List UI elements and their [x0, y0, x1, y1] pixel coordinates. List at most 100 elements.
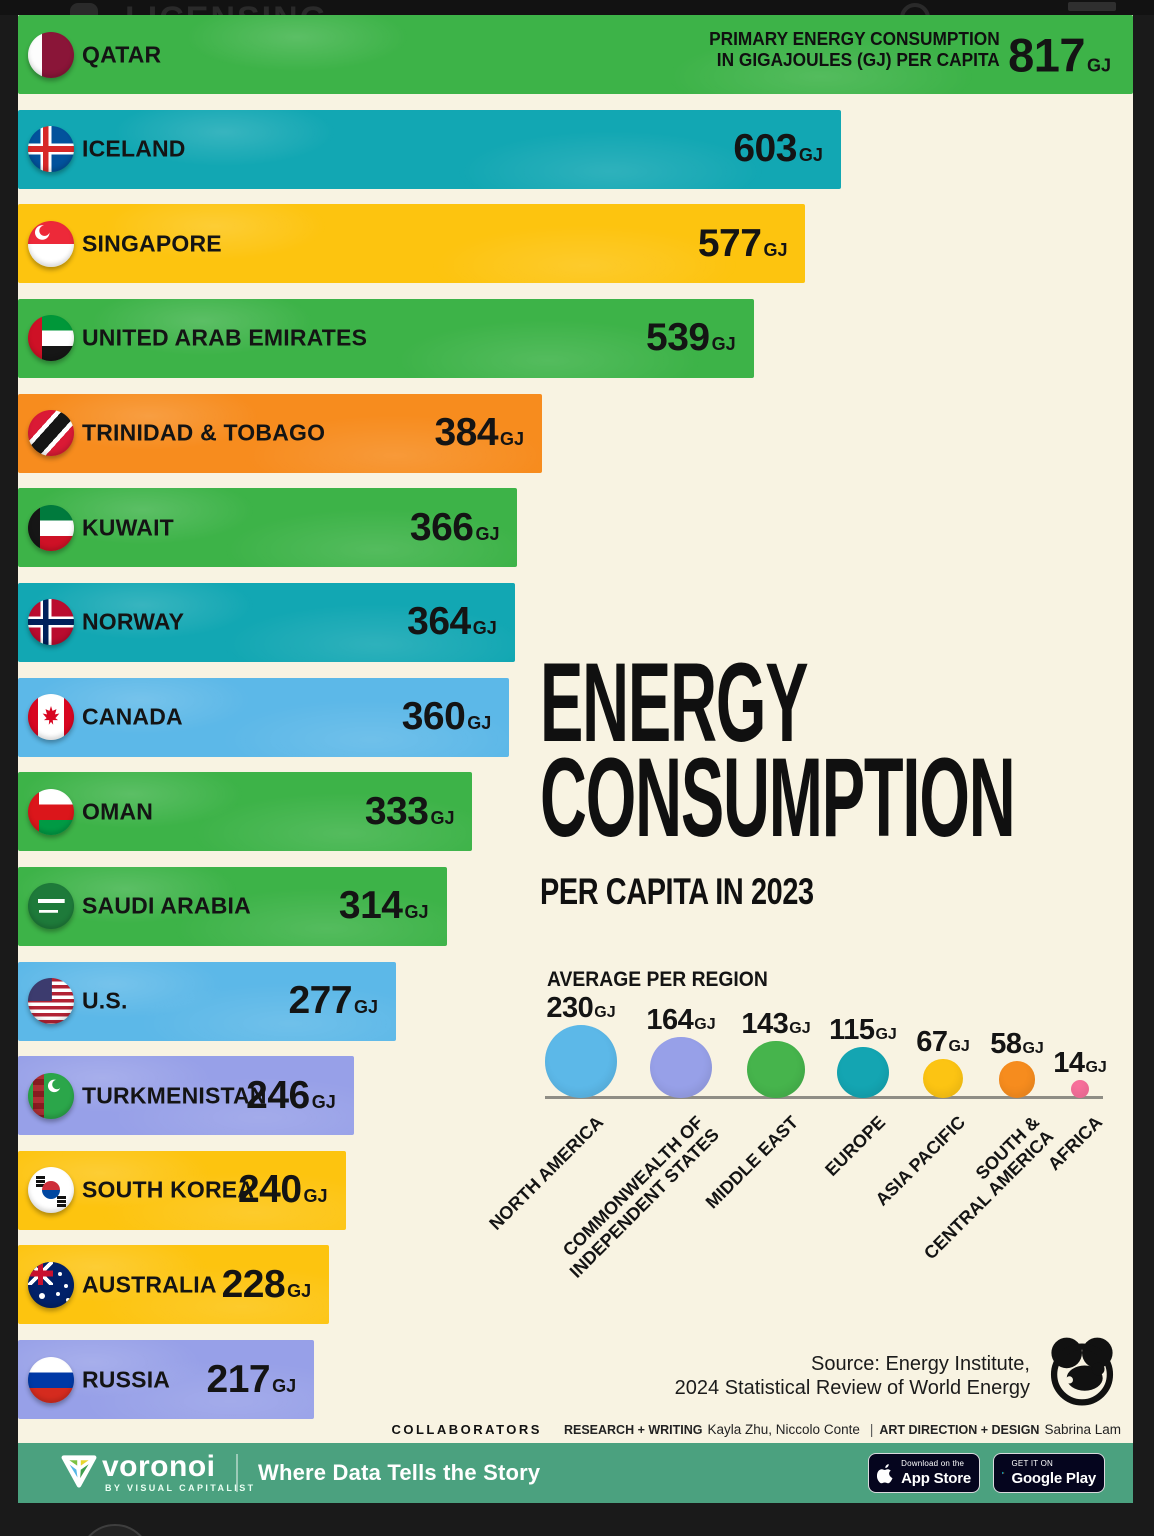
voronoi-logo-icon [61, 1455, 97, 1488]
region-bubble [1071, 1080, 1089, 1098]
region-bubble [923, 1058, 963, 1098]
value-unit: GJ [272, 1375, 297, 1396]
bubble-value: 164 GJ [611, 1004, 751, 1037]
bar-row: TURKMENISTAN 246 GJ [18, 1056, 354, 1136]
value-unit: GJ [354, 997, 379, 1017]
value-label: 603 GJ [733, 127, 823, 171]
country-label: TRINIDAD & TOBAGO [82, 419, 326, 446]
value-label: 364 GJ [407, 600, 497, 644]
value-unit: GJ [798, 145, 823, 166]
footer-tagline: Where Data Tells the Story [258, 1460, 541, 1485]
flag-southkorea-icon [28, 1167, 74, 1214]
value-number: 217 [206, 1357, 271, 1401]
bar-row: RUSSIA 217 GJ [18, 1340, 315, 1420]
chart-title: ENERGY CONSUMPTION PER CAPITA IN 2023 [540, 640, 1133, 913]
bubble-value: 115 GJ [793, 1014, 933, 1047]
value-unit: GJ [763, 239, 788, 260]
region-bubble [837, 1046, 889, 1098]
title-line1: ENERGY [540, 640, 809, 765]
title-line2: CONSUMPTION [540, 735, 1016, 860]
region-bubble [650, 1036, 712, 1098]
value-label: 577 GJ [698, 222, 788, 266]
value-number: 366 [409, 505, 474, 549]
value-unit: GJ [287, 1280, 312, 1301]
bubble-value-unit: GJ [1022, 1040, 1044, 1058]
value-number: 333 [364, 789, 429, 833]
bubble-value-unit: GJ [875, 1025, 897, 1043]
google-play-badge[interactable]: GET IT ON Google Play [993, 1453, 1105, 1493]
bar-row: ICELAND 603 GJ [18, 109, 841, 189]
value-number: 228 [221, 1262, 286, 1306]
value-number: 246 [246, 1073, 310, 1117]
value-number: 314 [338, 884, 403, 928]
bar-row: SOUTH KOREA 240 GJ [18, 1150, 346, 1230]
bar-row: OMAN 333 GJ [18, 772, 473, 852]
globe-icon[interactable] [900, 3, 930, 15]
source-line1: Source: Energy Institute, [810, 1353, 1030, 1375]
flag-trinidad-icon [28, 410, 74, 457]
flag-us-icon [28, 978, 74, 1024]
country-label: SAUDI ARABIA [82, 892, 251, 919]
value-unit: GJ [1086, 55, 1111, 75]
licensing-nav-label[interactable]: LICENSING [125, 0, 328, 15]
bubble-value: 58 GJ [947, 1028, 1087, 1061]
region-bubble [998, 1061, 1036, 1098]
infographic-canvas: QATAR 817 GJ ICELAND 603 GJ SINGAPORE 577 GJ UNIT… [18, 15, 1133, 1503]
value-unit: GJ [404, 902, 429, 923]
flag-canada-icon [28, 694, 74, 741]
value-label: 228 GJ [222, 1263, 312, 1307]
chart-subtitle: PER CAPITA IN 2023 [540, 871, 814, 912]
bubble-value: 14 GJ [1010, 1047, 1133, 1080]
voronoi-brand[interactable]: voronoi [102, 1450, 216, 1483]
research-writing-label: RESEARCH + WRITING [563, 1423, 703, 1437]
value-label: 217 GJ [207, 1358, 297, 1402]
bar-chart: QATAR 817 GJ ICELAND 603 GJ SINGAPORE 577 GJ UNIT… [18, 15, 1133, 1503]
country-label: ICELAND [82, 135, 186, 162]
app-store-badge[interactable]: Download on the App Store [868, 1453, 980, 1493]
bar-row: NORWAY 364 GJ [18, 582, 515, 662]
art-direction-label: ART DIRECTION + DESIGN [879, 1423, 1040, 1437]
country-label: AUSTRALIA [82, 1271, 217, 1298]
flag-norway-icon [28, 599, 74, 646]
value-number: 603 [733, 127, 797, 171]
bubble-value: 230 GJ [511, 992, 651, 1025]
site-logo-icon[interactable] [70, 3, 98, 15]
country-label: QATAR [82, 41, 162, 67]
region-bubble [544, 1025, 618, 1098]
flag-kuwait-icon [28, 504, 74, 551]
flag-saudi-icon [28, 883, 74, 930]
bar-row: CANADA 360 GJ [18, 677, 510, 757]
country-label: SOUTH KOREA [82, 1176, 255, 1203]
bar-row: QATAR 817 GJ [18, 15, 1133, 94]
value-number: 360 [401, 695, 466, 739]
country-label: RUSSIA [82, 1366, 171, 1393]
google-play-big-text: Google Play [1011, 1470, 1097, 1487]
bubble-value-unit: GJ [694, 1015, 716, 1033]
research-writing-names: Kayla Zhu, Niccolo Conte [707, 1422, 860, 1437]
value-number: 384 [434, 411, 499, 455]
hamburger-menu-icon[interactable] [1068, 2, 1116, 15]
flag-australia-icon [28, 1261, 74, 1308]
value-label: 539 GJ [646, 316, 736, 360]
art-direction-names: Sabrina Lam [1044, 1422, 1121, 1437]
bar-row: KUWAIT 366 GJ [18, 488, 518, 568]
cropped-floating-button[interactable] [79, 1524, 151, 1536]
bubble-value-number: 230 [546, 992, 594, 1025]
value-unit: GJ [500, 429, 525, 450]
app-store-big-text: App Store [901, 1470, 971, 1487]
google-play-small-text: GET IT ON [1011, 1459, 1054, 1468]
bubble-value-unit: GJ [1085, 1059, 1107, 1077]
value-label: 246 GJ [246, 1074, 336, 1118]
app-store-small-text: Download on the [901, 1459, 965, 1468]
value-unit: GJ [430, 807, 455, 828]
flag-russia-icon [28, 1356, 74, 1403]
country-label: NORWAY [82, 608, 185, 635]
bubble-value: 67 GJ [873, 1026, 1013, 1059]
country-label: KUWAIT [82, 514, 174, 541]
bubble-value-unit: GJ [594, 1004, 616, 1022]
value-number: 277 [288, 979, 353, 1022]
chart-units-note: PRIMARY ENERGY CONSUMPTION IN GIGAJOULES… [709, 29, 1000, 71]
apple-icon [877, 1464, 893, 1484]
bar-row: AUSTRALIA 228 GJ [18, 1245, 330, 1325]
